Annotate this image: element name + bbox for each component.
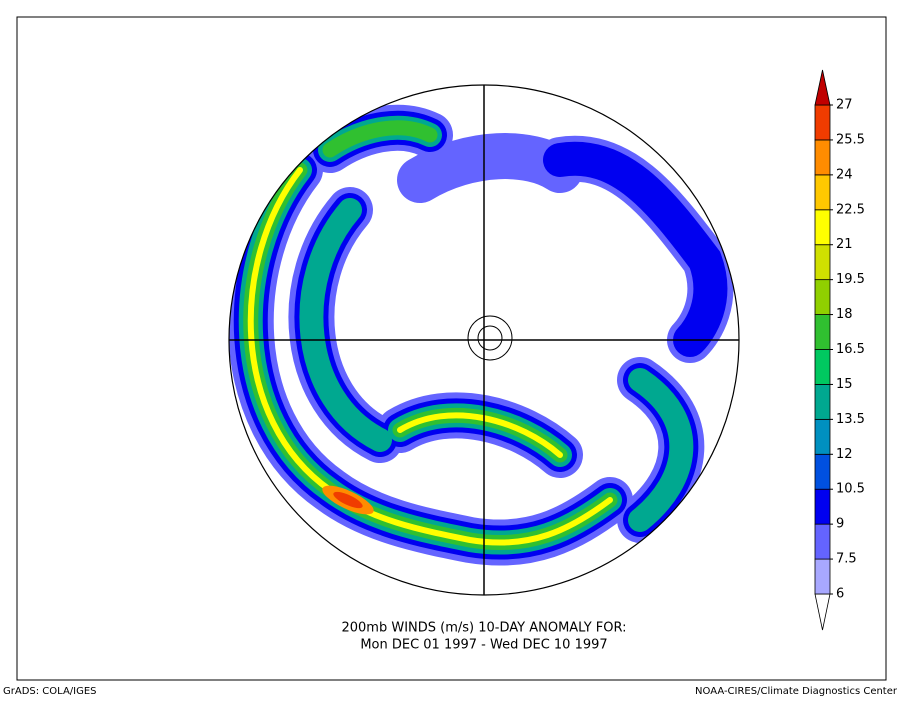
colorbar-label: 15 [836, 377, 853, 392]
colorbar-segment [814, 139, 831, 176]
pole-vectors [477, 325, 503, 351]
colorbar-segment [814, 384, 831, 420]
jet-core [333, 491, 363, 509]
colorbar-segment [814, 488, 831, 525]
colorbar-label: 18 [836, 307, 853, 322]
colorbar-label: 24 [836, 167, 853, 182]
colorbar-label: 25.5 [836, 132, 865, 147]
footer-left: GrADS: COLA/IGES [3, 686, 97, 697]
colorbar: 6 7.5 9 10.5 12 13.5 15 16.5 18 19.5 21 22.5 24 25.5 2… [814, 69, 865, 631]
colorbar-label: 9 [836, 517, 844, 532]
colorbar-segment [814, 523, 831, 560]
colorbar-segment [814, 104, 831, 141]
colorbar-segment [814, 174, 831, 211]
colorbar-segment [814, 69, 831, 106]
colorbar-label: 12 [836, 447, 853, 462]
colorbar-segment [814, 349, 831, 385]
colorbar-label: 7.5 [836, 552, 857, 567]
title: 200mb WINDS (m/s) 10-DAY ANOMALY FOR: [341, 621, 626, 636]
colorbar-label: 10.5 [836, 482, 865, 497]
colorbar-segment [814, 244, 831, 281]
colorbar-segment [814, 558, 831, 595]
pole-vectors [467, 315, 513, 361]
colorbar-segment [814, 593, 831, 631]
colorbar-segment [814, 453, 831, 490]
colorbar-segment [814, 209, 831, 246]
colorbar-label: 27 [836, 98, 853, 113]
colorbar-label: 13.5 [836, 412, 865, 427]
subtitle: Mon DEC 01 1997 - Wed DEC 10 1997 [360, 638, 607, 653]
colorbar-label: 21 [836, 237, 853, 252]
colorbar-segment [814, 418, 831, 455]
colorbar-segment [814, 279, 831, 315]
frame [16, 16, 887, 681]
colorbar-label: 16.5 [836, 342, 865, 357]
colorbar-segment [814, 314, 831, 350]
colorbar-label: 22.5 [836, 202, 865, 217]
colorbar-label: 19.5 [836, 272, 865, 287]
colorbar-label: 6 [836, 587, 844, 602]
footer-right: NOAA-CIRES/Climate Diagnostics Center [695, 686, 898, 697]
